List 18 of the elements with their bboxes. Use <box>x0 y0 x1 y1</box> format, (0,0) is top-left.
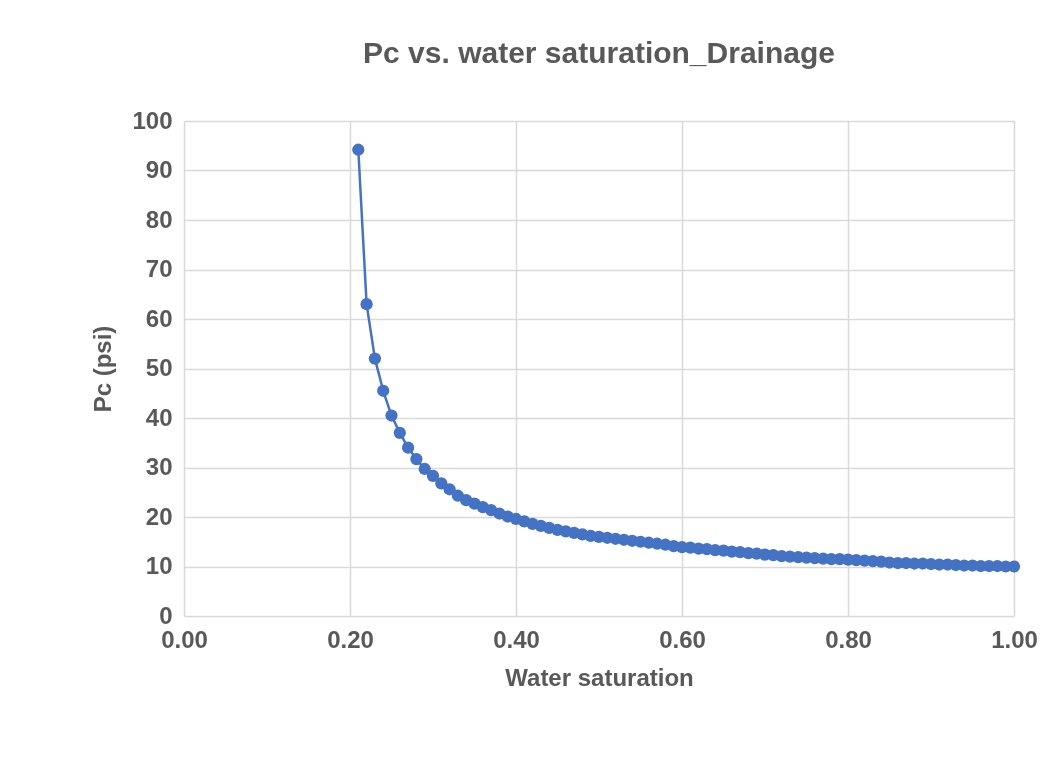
x-axis-title: Water saturation <box>505 663 694 691</box>
y-tick-label: 70 <box>145 255 173 282</box>
y-tick-label: 40 <box>145 403 173 431</box>
y-tick-label: 20 <box>145 502 173 530</box>
y-tick-label: 80 <box>145 205 173 233</box>
y-axis-title: Pc (psi) <box>89 325 117 413</box>
y-tick-label: 100 <box>132 106 173 134</box>
y-tick-label: 50 <box>145 354 173 381</box>
y-tick-label: 90 <box>145 156 173 183</box>
y-tick-label: 10 <box>145 552 173 579</box>
x-tick-label: 0.60 <box>659 625 706 653</box>
chart-title: Pc vs. water saturation_Drainage <box>363 36 835 69</box>
x-tick-label: 1.00 <box>991 625 1038 653</box>
y-tick-label: 30 <box>145 453 173 480</box>
y-tick-label: 60 <box>145 304 173 332</box>
x-tick-label: 0.20 <box>327 625 374 653</box>
x-tick-label: 0.40 <box>493 625 540 653</box>
x-tick-label: 0.80 <box>825 625 872 653</box>
